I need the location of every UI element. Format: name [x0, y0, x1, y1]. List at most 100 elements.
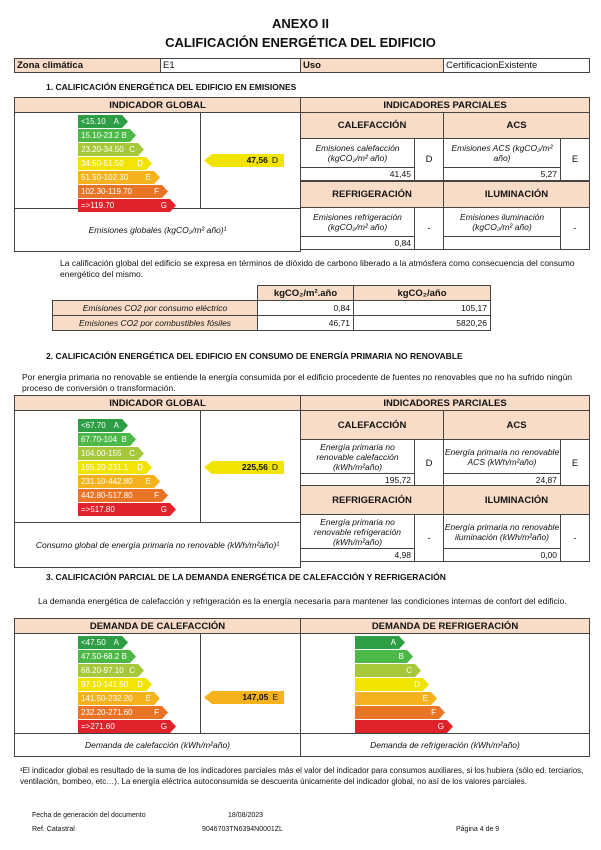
partial-cal-rating: D [414, 138, 444, 181]
partial-cal-header: CALEFACCIÓN [300, 112, 444, 139]
rating-letter: D [137, 680, 143, 689]
partial-ref-rating: - [414, 514, 444, 562]
rating-bar-f: 232.20-271.60 F [78, 706, 168, 719]
rating-bar-d: D [355, 678, 429, 691]
rating-letter: B [398, 652, 404, 661]
rating-range: 68.20-97.10 [81, 666, 124, 675]
partial-acs-rating: E [560, 138, 590, 181]
partial-acs-header: ACS [443, 410, 590, 440]
rating-range: 34.50-51.50 [81, 159, 124, 168]
rating-range: 102.30-119.70 [81, 187, 133, 196]
co2-row-value: 46,71 [257, 315, 354, 331]
rating-bar-f: 102.30-119.70 F [78, 185, 168, 198]
annex-title: ANEXO II [271, 16, 330, 31]
rating-letter: A [113, 421, 119, 430]
rating-range: 442.80-517.80 [81, 491, 133, 500]
partial-ilu-header: ILUMINACIÓN [443, 485, 590, 515]
co2-row-value: 105,17 [353, 300, 491, 316]
rating-letter: C [406, 666, 412, 675]
rating-bar-b: 67.70-104 B [78, 433, 136, 446]
rating-bar-e: 51.50-102.30 E [78, 171, 160, 184]
partial-ref-header: REFRIGERACIÓN [300, 181, 444, 208]
rating-letter: A [390, 638, 396, 647]
rating-letter: G [160, 201, 167, 210]
rating-bar-e: 231.10-442.80 E [78, 475, 160, 488]
rating-letter: B [121, 652, 127, 661]
partial-acs-description: Emisiones ACS (kgCO₂/m² año) [443, 138, 561, 168]
partial-acs-description: Energía primaria no renovable ACS (kWh/m… [443, 439, 561, 474]
rating-range: 231.10-442.80 [81, 477, 133, 486]
rating-indicator: 147,05 E [204, 691, 284, 704]
rating-range: <67.70 [81, 421, 106, 430]
rating-range: 23.20-34.50 [81, 145, 124, 154]
rating-range: 47.50-68.2 [81, 652, 120, 661]
partial-cal-description: Emisiones calefacción (kgCO₂/m² año) [300, 138, 415, 168]
rating-bar-g: =>119.70 G [78, 199, 176, 212]
partial-ilu-description: Energía primaria no renovable iluminació… [443, 514, 561, 549]
rating-letter: B [121, 131, 127, 140]
rating-letter: C [129, 666, 135, 675]
rating-range: =>271.60 [81, 722, 115, 731]
rating-range: =>517.80 [81, 505, 115, 514]
date-value: 18/08/2023 [228, 812, 264, 819]
partial-acs-rating: E [560, 439, 590, 487]
rating-bar-c: 68.20-97.10 C [78, 664, 144, 677]
co2-row-label: Emisiones CO2 por combustibles fósiles [52, 315, 258, 331]
rating-value-letter: D [271, 462, 278, 472]
rating-letter: F [154, 491, 159, 500]
rating-letter: D [414, 680, 420, 689]
rating-bar-e: 141.50-232.20 E [78, 692, 160, 705]
energy-paragraph: Por energía primaria no renovable se ent… [22, 372, 573, 393]
rating-indicator: 47,56 D [204, 154, 284, 167]
rating-value-letter: E [272, 692, 278, 702]
rating-bar-g: G [355, 720, 453, 733]
rating-letter: A [113, 638, 119, 647]
rating-letter: F [154, 187, 159, 196]
rating-bar-f: 442.80-517.80 F [78, 489, 168, 502]
rating-letter: D [137, 463, 143, 472]
partial-ref-description: Energía primaria no renovable refrigerac… [300, 514, 415, 549]
global-indicator-header: INDICADOR GLOBAL [14, 97, 301, 113]
section-3-heading: 3. CALIFICACIÓN PARCIAL DE LA DEMANDA EN… [46, 572, 446, 582]
rating-range: 232.20-271.60 [81, 708, 133, 717]
rating-letter: G [160, 505, 167, 514]
rating-value: 47,56 [246, 155, 268, 165]
date-label: Fecha de generación del documento [32, 812, 146, 819]
co2-row-label: Emisiones CO2 por consumo eléctrico [52, 300, 258, 316]
rating-bar-g: =>517.80 G [78, 503, 176, 516]
rating-bar-c: 23.20-34.50 C [78, 143, 144, 156]
partial-ilu-rating: - [560, 514, 590, 562]
demand-paragraph: La demanda energética de calefacción y r… [38, 596, 567, 606]
rating-bar-g: =>271.60 G [78, 720, 176, 733]
page-title: CALIFICACIÓN ENERGÉTICA DEL EDIFICIO [165, 35, 436, 50]
rating-bar-c: C [355, 664, 421, 677]
use-value: CertificacionExistente [443, 58, 590, 73]
rating-range: 97.10-141.50 [81, 680, 129, 689]
partial-ref-header: REFRIGERACIÓN [300, 485, 444, 515]
zone-value: E1 [160, 58, 301, 73]
rating-value: 225,56 [241, 462, 268, 472]
section-2-heading: 2. CALIFICACIÓN ENERGÉTICA DEL EDIFICIO … [46, 351, 463, 361]
rating-range: =>119.70 [81, 201, 115, 210]
cool-demand-header: DEMANDA DE REFRIGERACIÓN [300, 618, 590, 634]
rating-letter: A [113, 117, 119, 126]
co2-col2-header: kgCO₂/año [353, 285, 491, 301]
rating-bar-d: 155.20-231.1 D [78, 461, 152, 474]
section-1-heading: 1. CALIFICACIÓN ENERGÉTICA DEL EDIFICIO … [46, 82, 297, 92]
rating-letter: G [160, 722, 167, 731]
partial-acs-header: ACS [443, 112, 590, 139]
partial-ref-value: 4,98 [300, 548, 415, 562]
rating-letter: D [137, 159, 143, 168]
cadastral-ref-value: 9046703TN6394N0001ZL [202, 826, 283, 833]
rating-range: 15.10-23.2 [81, 131, 120, 140]
rating-range: 141.50-232.20 [81, 694, 133, 703]
partial-indicators-header: INDICADORES PARCIALES [300, 97, 590, 113]
partial-cal-value: 41,45 [300, 167, 415, 181]
partial-ilu-value [443, 236, 561, 250]
partial-acs-value: 5,27 [443, 167, 561, 181]
cadastral-ref-label: Ref. Catastral [32, 826, 75, 833]
partial-ref-description: Emisiones refrigeración (kgCO₂/m² año) [300, 207, 415, 237]
rating-range: <15.10 [81, 117, 106, 126]
rating-range: 51.50-102.30 [81, 173, 129, 182]
